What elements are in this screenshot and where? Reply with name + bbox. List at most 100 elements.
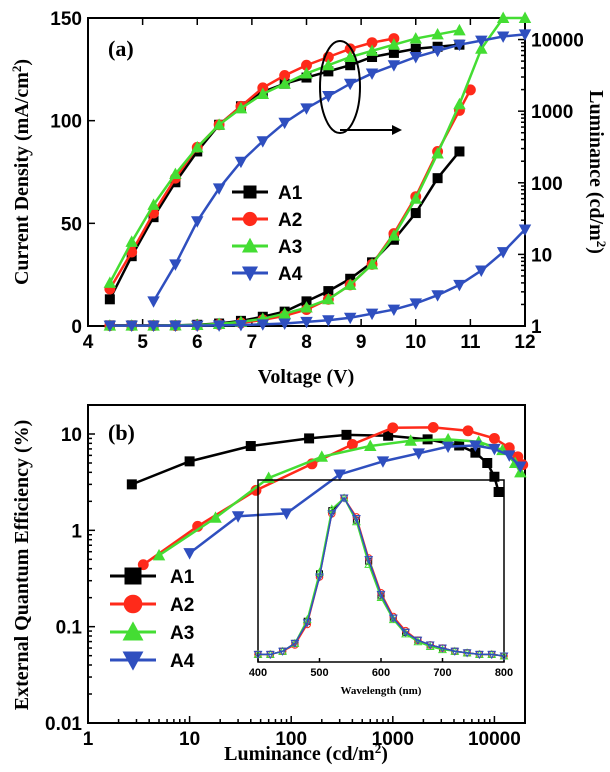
legend-marker <box>242 211 258 227</box>
panel-b-y-axis-label: External Quantum Efficiency (%) <box>11 420 33 711</box>
a-y2-tick-label: 1000 <box>531 102 573 123</box>
panel-b-x-axis-label: Luminance (cd/m2) <box>224 741 388 765</box>
a-x-tick-label: 12 <box>514 332 535 353</box>
b-y-tick-label: 0.1 <box>56 618 83 639</box>
legend-label: A4 <box>278 264 303 285</box>
luminance-point <box>409 52 422 64</box>
luminance-point <box>234 101 248 114</box>
panel-b-frame <box>87 404 526 724</box>
luminance-point <box>278 117 291 130</box>
legend-marker <box>243 185 257 199</box>
eqe-point <box>493 486 504 497</box>
eqe-point <box>488 443 501 456</box>
eqe-point <box>404 434 417 446</box>
a-y-tick-label: 150 <box>50 9 82 30</box>
eqe-point <box>184 456 195 467</box>
luminance-point <box>343 50 357 63</box>
current-density-point <box>191 320 204 333</box>
current-density-line-a4 <box>109 228 526 327</box>
inset-point <box>388 614 398 623</box>
inset-x-tick-label: 800 <box>495 667 513 679</box>
inset-spectrum-2 <box>253 493 509 660</box>
luminance-point <box>278 77 291 89</box>
inset-point <box>278 647 288 656</box>
a-x-tick-label: 6 <box>192 332 203 353</box>
a-x-tick-label: 11 <box>460 332 481 353</box>
a-y2-tick-label: 1 <box>531 317 542 338</box>
inset-point <box>499 652 509 661</box>
current-density-point <box>410 208 421 219</box>
series-a4 <box>103 29 532 333</box>
current-density-point <box>147 320 160 333</box>
inset-x-tick-label: 700 <box>433 667 451 679</box>
legend-label: A1 <box>278 183 303 204</box>
panel-b: 1 10 100 1000 10000 0.01 0.1 1 10 (b) A1 A2 A3 A4 L… <box>11 404 529 765</box>
a-x-tick-label: 9 <box>356 332 367 353</box>
inset-point <box>339 494 349 503</box>
inset-point <box>351 515 361 524</box>
b-x-tick-label: 100 <box>275 729 307 750</box>
luminance-point <box>125 235 138 247</box>
a-y-tick-label: 50 <box>61 214 82 235</box>
luminance-point <box>345 60 356 71</box>
a-y-tick-label: 100 <box>50 112 82 133</box>
panel-a-y2-axis-label: Luminance (cd/m2) <box>585 90 609 254</box>
eqe-point <box>462 425 474 437</box>
current-density-point <box>169 320 182 333</box>
inset-point <box>450 647 460 656</box>
luminance-point <box>169 259 182 271</box>
current-density-point <box>365 257 379 270</box>
inset-point <box>302 619 312 628</box>
legend-label: A2 <box>170 595 194 616</box>
luminance-point <box>256 87 270 99</box>
legend-marker <box>123 594 143 614</box>
current-density-point <box>409 298 422 310</box>
eqe-line-a3 <box>158 438 522 557</box>
current-density-point <box>278 318 291 330</box>
inset-spectrum-1 <box>254 494 508 660</box>
inset-point <box>401 628 411 637</box>
eqe-point <box>231 511 245 523</box>
luminance-point <box>496 31 510 43</box>
luminance-point <box>322 91 335 103</box>
legend-label: A2 <box>278 210 302 231</box>
legend-marker <box>122 651 144 671</box>
current-density-point <box>300 316 313 329</box>
b-y-tick-label: 10 <box>61 425 82 446</box>
b-x-tick-label: 10000 <box>468 729 521 750</box>
panel-a-legend: A1 A2 A3 A4 <box>232 183 303 285</box>
a-y2-tick-label: 100 <box>531 174 563 195</box>
panel-b-ticks: 1 10 100 1000 10000 0.01 0.1 1 10 <box>45 404 526 750</box>
luminance-point <box>387 38 401 50</box>
current-density-line-a2 <box>109 89 472 327</box>
inset-point <box>474 650 484 660</box>
eqe-series-a3 <box>152 432 527 561</box>
inset-point <box>327 504 337 513</box>
panel-a-series <box>103 11 532 333</box>
eqe-point <box>280 508 293 520</box>
inset-point <box>487 650 497 660</box>
current-density-point <box>387 229 401 241</box>
a-x-tick-label: 5 <box>137 332 148 353</box>
eqe-point <box>346 438 358 450</box>
panel-a-label: (a) <box>108 36 134 61</box>
inset-point <box>438 644 447 653</box>
eqe-point <box>383 430 394 441</box>
luminance-point <box>387 60 401 72</box>
luminance-point <box>147 198 160 210</box>
inset-spectrum-0 <box>254 494 508 660</box>
current-density-point <box>496 11 510 23</box>
current-density-point <box>343 312 357 325</box>
current-density-point <box>300 301 313 313</box>
eqe-point <box>315 450 329 462</box>
eqe-point <box>441 441 455 454</box>
luminance-point <box>322 58 335 71</box>
b-y-tick-label: 0.01 <box>45 714 82 735</box>
eqe-point <box>488 432 500 444</box>
inset-point <box>315 573 324 582</box>
luminance-point <box>475 35 488 48</box>
luminance-point <box>103 276 117 288</box>
eqe-point <box>482 457 493 468</box>
eqe-point <box>183 548 196 560</box>
inset-x-axis-label: Wavelength (nm) <box>341 685 422 697</box>
